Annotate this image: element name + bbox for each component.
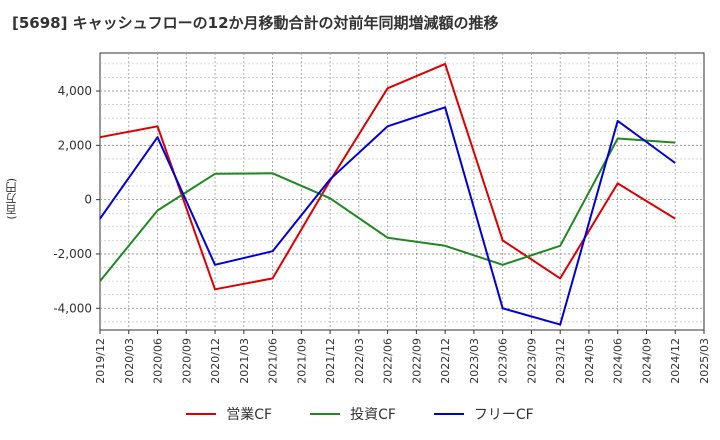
y-tick-label: 4,000 bbox=[58, 84, 92, 98]
legend-swatch-free bbox=[433, 413, 464, 415]
x-tick-label: 2025/03 bbox=[698, 338, 711, 384]
y-tick-label: 2,000 bbox=[58, 138, 92, 152]
chart-title: [5698] キャッシュフローの12か月移動合計の対前年同期増減額の推移 bbox=[12, 14, 499, 32]
legend-label-investing: 投資CF bbox=[350, 407, 396, 423]
x-tick-label: 2022/03 bbox=[353, 338, 366, 384]
legend-swatch-investing bbox=[310, 413, 341, 415]
y-tick-label: 0 bbox=[84, 193, 92, 207]
legend-label-operating: 営業CF bbox=[226, 407, 273, 423]
legend-swatch-operating bbox=[186, 413, 217, 415]
x-tick-label: 2023/09 bbox=[525, 338, 538, 384]
x-tick-label: 2024/06 bbox=[612, 338, 625, 384]
x-tick-label: 2021/12 bbox=[324, 338, 337, 384]
legend-item-operating: 営業CF bbox=[186, 404, 272, 424]
x-tick-label: 2024/03 bbox=[583, 338, 596, 384]
series-line-0 bbox=[99, 62, 676, 291]
x-tick-label: 2023/03 bbox=[468, 338, 481, 384]
x-tick-label: 2023/06 bbox=[497, 338, 510, 384]
x-tick-label: 2021/06 bbox=[267, 338, 280, 384]
series-line-1 bbox=[99, 137, 676, 282]
x-tick-label: 2022/12 bbox=[439, 338, 452, 384]
x-tick-label: 2022/06 bbox=[382, 338, 395, 384]
x-tick-label: 2024/12 bbox=[669, 338, 682, 384]
y-tick-label: -2,000 bbox=[53, 247, 92, 261]
legend-item-investing: 投資CF bbox=[310, 404, 396, 424]
x-tick-label: 2019/12 bbox=[94, 338, 107, 384]
x-tick-label: 2021/09 bbox=[295, 338, 308, 384]
x-tick-label: 2023/12 bbox=[554, 338, 567, 384]
plot-area bbox=[99, 52, 705, 331]
x-tick-label: 2022/09 bbox=[410, 338, 423, 384]
x-tick-label: 2020/09 bbox=[180, 338, 193, 384]
x-tick-label: 2020/03 bbox=[123, 338, 136, 384]
chart-legend: 営業CF 投資CF フリーCF bbox=[0, 404, 720, 424]
legend-item-free: フリーCF bbox=[433, 404, 534, 424]
series-line-2 bbox=[99, 106, 676, 326]
x-tick-label: 2020/12 bbox=[209, 338, 222, 384]
x-tick-label: 2024/09 bbox=[640, 338, 653, 384]
legend-label-free: フリーCF bbox=[473, 407, 534, 423]
x-tick-label: 2020/06 bbox=[152, 338, 165, 384]
y-tick-label: -4,000 bbox=[53, 301, 92, 315]
x-tick-label: 2021/03 bbox=[238, 338, 251, 384]
